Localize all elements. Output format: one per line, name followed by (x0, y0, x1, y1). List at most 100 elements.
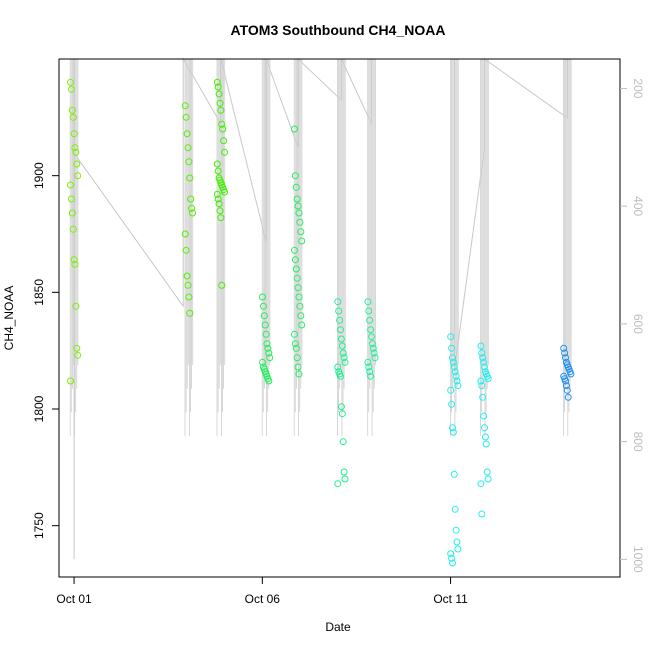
data-point (370, 349, 378, 357)
data-point (339, 349, 347, 357)
data-point (448, 344, 456, 352)
data-point (337, 372, 344, 380)
data-point (334, 298, 342, 306)
data-point (454, 382, 462, 390)
data-point (484, 375, 492, 383)
x-axis: Oct 01 Oct 06 Oct 11 (56, 577, 468, 606)
data-point (364, 358, 372, 366)
data-point (367, 326, 375, 334)
data-point (266, 354, 274, 362)
data-point (259, 293, 266, 301)
data-point (182, 113, 190, 121)
data-point (334, 480, 342, 488)
data-point (183, 272, 191, 280)
data-point (295, 370, 303, 378)
data-point (365, 307, 373, 315)
x-axis-label: Date (325, 620, 351, 634)
data-point (216, 207, 224, 215)
data-point (183, 130, 191, 138)
data-point (367, 372, 375, 380)
data-point (217, 106, 225, 114)
data-point (188, 204, 196, 212)
data-point (181, 230, 189, 238)
data-point (336, 316, 344, 324)
data-point (480, 358, 488, 366)
data-point (371, 354, 379, 362)
data-point (69, 225, 77, 233)
data-point (70, 256, 78, 264)
pressure-track-lines (69, 57, 572, 560)
data-point (567, 370, 575, 378)
data-point (261, 321, 269, 329)
data-point (291, 172, 299, 180)
data-point (213, 78, 221, 86)
data-point (185, 158, 193, 166)
data-point (296, 218, 304, 226)
x-tick-label: Oct 06 (245, 592, 281, 606)
data-point (69, 113, 77, 121)
data-point (259, 358, 266, 366)
data-point (338, 342, 346, 350)
data-point (447, 550, 455, 558)
data-point (449, 354, 456, 362)
data-point (265, 349, 273, 357)
data-point (186, 309, 194, 317)
data-point (218, 120, 226, 128)
data-point (337, 335, 345, 343)
data-point (214, 83, 222, 91)
y2-axis-pressure: 200 400 600 800 1000 (620, 78, 645, 573)
pressure-track (73, 57, 568, 560)
chart-title: ATOM3 Southbound CH4_NOAA (231, 22, 446, 38)
data-point (217, 214, 225, 222)
data-point (74, 172, 82, 180)
data-point (291, 340, 299, 348)
y-tick-label: 1900 (32, 162, 46, 189)
data-point (564, 393, 572, 401)
data-point (477, 377, 485, 385)
data-point (294, 284, 302, 292)
data-point (185, 293, 193, 301)
data-point (477, 480, 485, 488)
data-point (214, 195, 222, 203)
data-point (184, 144, 192, 152)
data-point (452, 372, 460, 380)
data-point (477, 342, 485, 350)
data-point (220, 137, 228, 145)
x-tick-label: Oct 01 (56, 592, 92, 606)
data-point (366, 368, 374, 376)
data-point (561, 349, 569, 357)
data-point (68, 209, 76, 217)
data-point (450, 470, 458, 478)
data-point (451, 505, 459, 513)
data-point (453, 538, 461, 546)
x-tick-label: Oct 11 (433, 592, 468, 606)
data-point (294, 202, 302, 210)
data-point (265, 377, 273, 385)
data-point (449, 358, 457, 366)
data-point (364, 298, 372, 306)
data-point (368, 333, 375, 341)
data-point (449, 559, 456, 567)
data-point (337, 326, 344, 334)
data-point (369, 344, 377, 352)
data-point (186, 174, 194, 182)
data-point (340, 468, 348, 476)
data-point (478, 349, 486, 357)
data-point (368, 340, 376, 348)
data-point (451, 368, 459, 376)
data-point (297, 312, 305, 320)
data-point (448, 400, 456, 408)
data-point (215, 90, 223, 98)
data-point (479, 393, 487, 401)
data-point (292, 344, 300, 352)
data-point (215, 200, 223, 208)
data-point (291, 125, 298, 133)
y-axis-label: CH4_NOAA (2, 286, 16, 351)
data-point (189, 209, 196, 217)
data-point (72, 148, 80, 156)
data-point (365, 363, 373, 371)
data-point (562, 382, 570, 390)
data-point (181, 102, 189, 110)
data-point (483, 468, 491, 476)
data-point (334, 363, 342, 371)
